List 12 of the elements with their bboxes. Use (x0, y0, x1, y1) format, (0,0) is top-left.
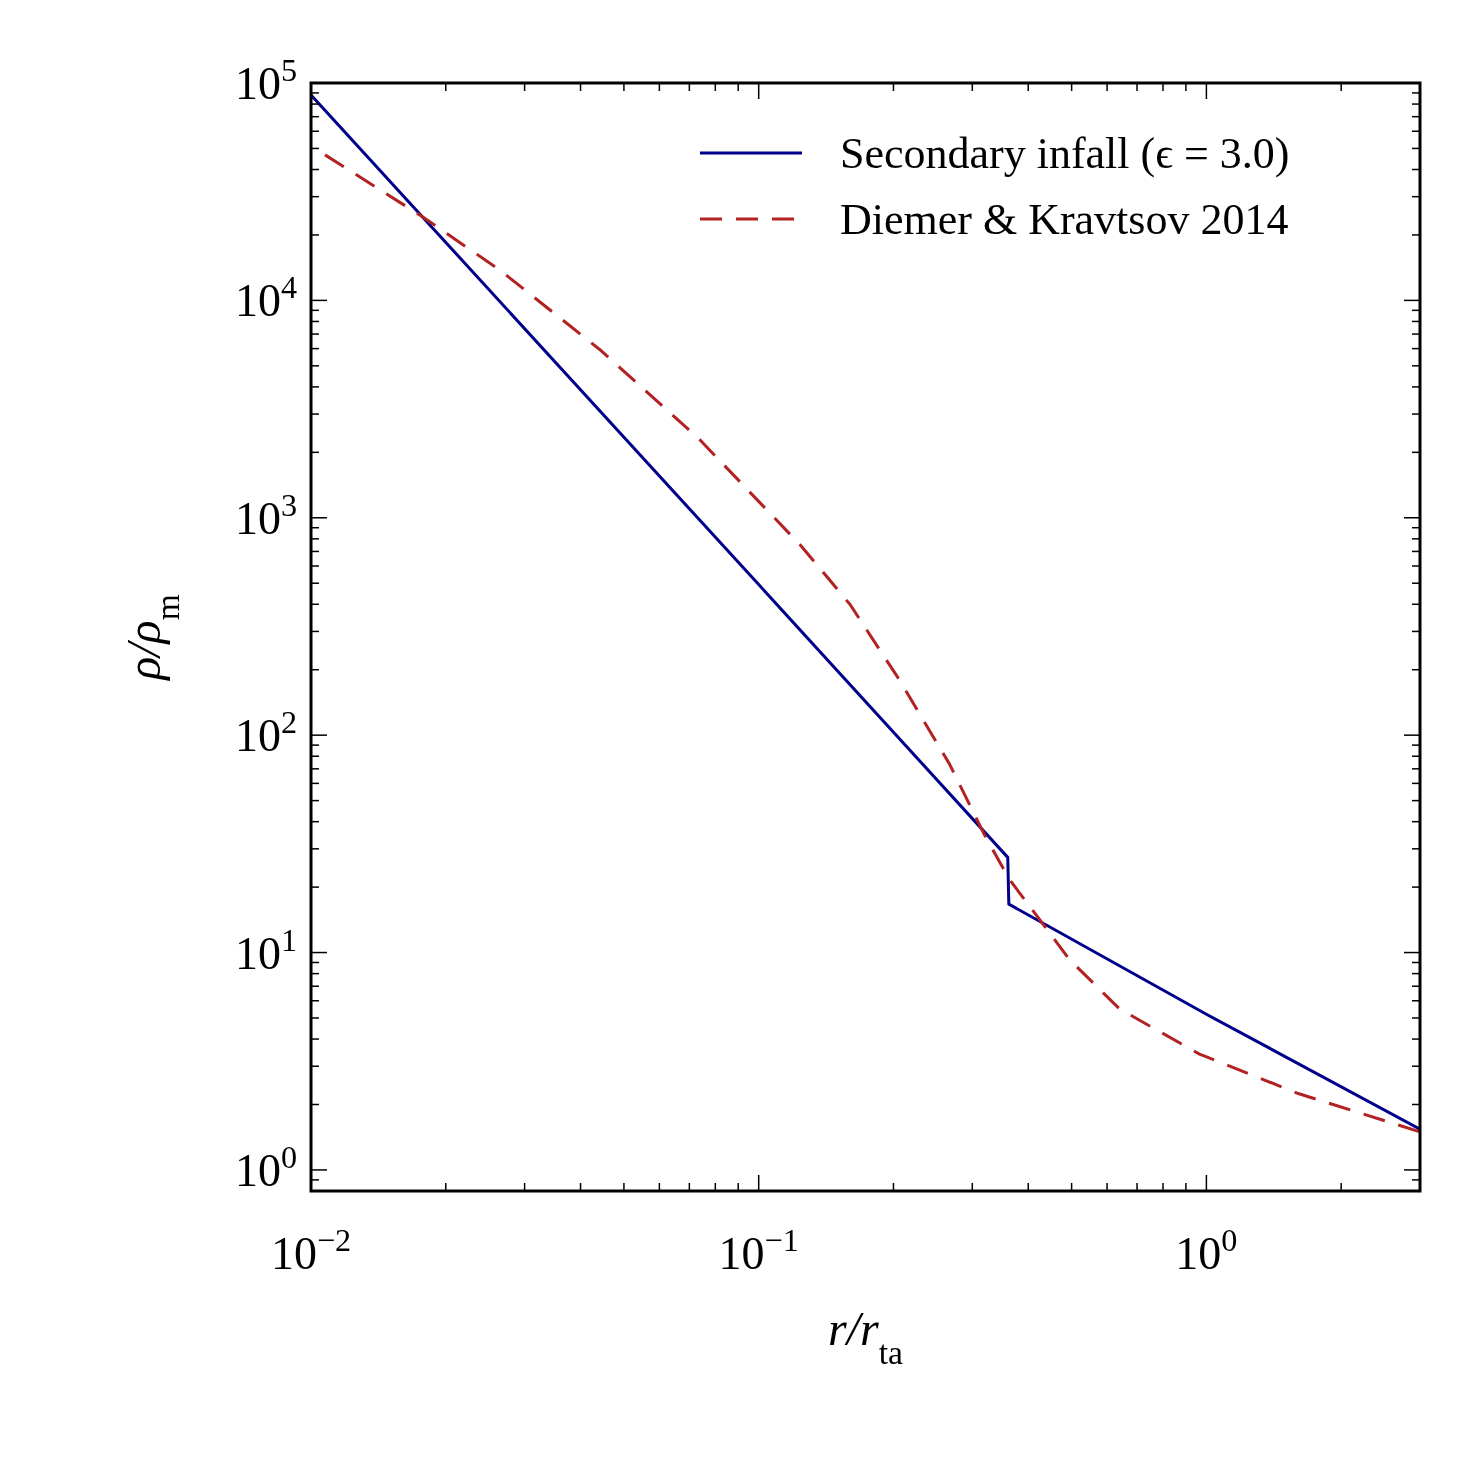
y-tick-label: 10$^{3}$ (234, 486, 297, 544)
x-tick-label: 10$^{−2}$ (270, 1222, 352, 1279)
x-tick-label: 10$^{−1}$ (718, 1222, 799, 1279)
legend-label: Secondary infall (ϵ = 3.0) (840, 129, 1290, 178)
y-tick-label: 10$^{0}$ (234, 1138, 297, 1196)
y-tick-label: 10$^{1}$ (234, 921, 297, 979)
y-tick-label: 10$^{4}$ (234, 269, 297, 327)
x-tick-label: 10$^{0}$ (1175, 1222, 1238, 1279)
y-tick-label: 10$^{2}$ (234, 704, 297, 762)
legend-label: Diemer & Kravtsov 2014 (840, 195, 1289, 244)
x-axis-title: r/r$_{ta}$ (828, 1302, 904, 1371)
y-tick-label: 10$^{5}$ (234, 52, 297, 109)
